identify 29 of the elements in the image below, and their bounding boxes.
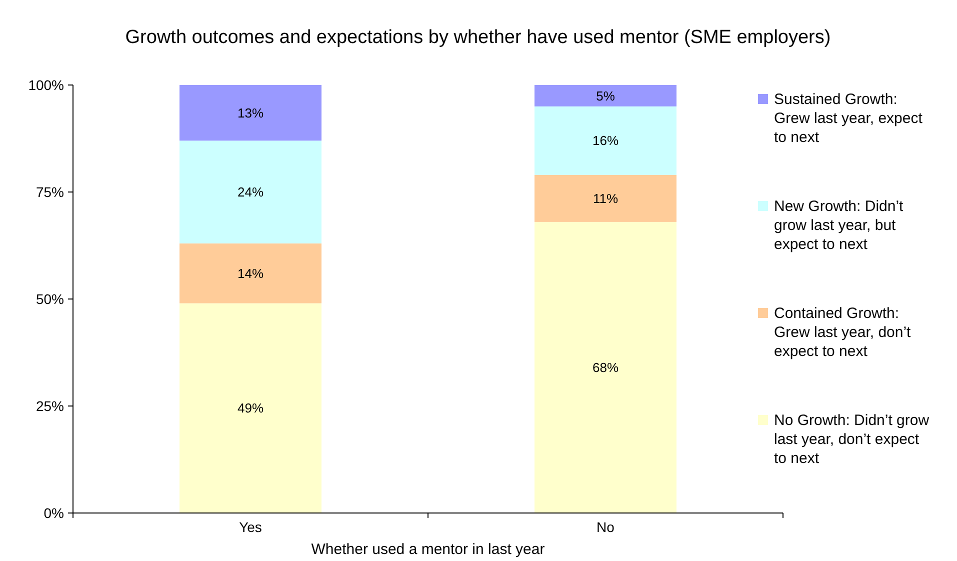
x-tick-label: Yes xyxy=(239,519,262,535)
bar xyxy=(180,140,322,244)
chart-title: Growth outcomes and expectations by whether have used mentor (SME employers) xyxy=(125,27,831,48)
data-label: 16% xyxy=(592,133,619,148)
bar xyxy=(534,222,676,513)
x-tick-label: No xyxy=(596,519,615,535)
bar xyxy=(534,106,676,175)
y-tick-label: 50% xyxy=(36,290,64,307)
bar xyxy=(180,243,322,304)
y-tick-label: 75% xyxy=(36,184,64,200)
bar xyxy=(534,174,676,222)
x-axis-title: Whether used a mentor in last year xyxy=(311,541,545,558)
legend-label: Sustained Growth: Grew last year, expect to next xyxy=(774,91,924,146)
data-label: 49% xyxy=(237,400,264,416)
data-label: 68% xyxy=(592,360,619,376)
bar xyxy=(180,303,322,513)
data-label: 13% xyxy=(237,105,264,120)
legend-label: Contained Growth: Grew last year, don’t expect to next xyxy=(774,305,912,360)
data-label: 14% xyxy=(237,266,264,281)
data-label: 5% xyxy=(596,88,616,104)
y-tick-label: 25% xyxy=(36,398,64,414)
y-tick-label: 100% xyxy=(28,76,64,93)
legend-label: New Growth: Didn’t grow last year, but expect to next xyxy=(774,198,904,253)
data-label: 11% xyxy=(592,190,618,206)
data-label: 24% xyxy=(237,184,264,200)
y-tick-label: 0% xyxy=(44,504,64,521)
bar xyxy=(534,85,676,106)
legend-label: No Growth: Didn’t grow last year, don’t expect to next xyxy=(774,412,930,467)
bar xyxy=(180,85,322,141)
